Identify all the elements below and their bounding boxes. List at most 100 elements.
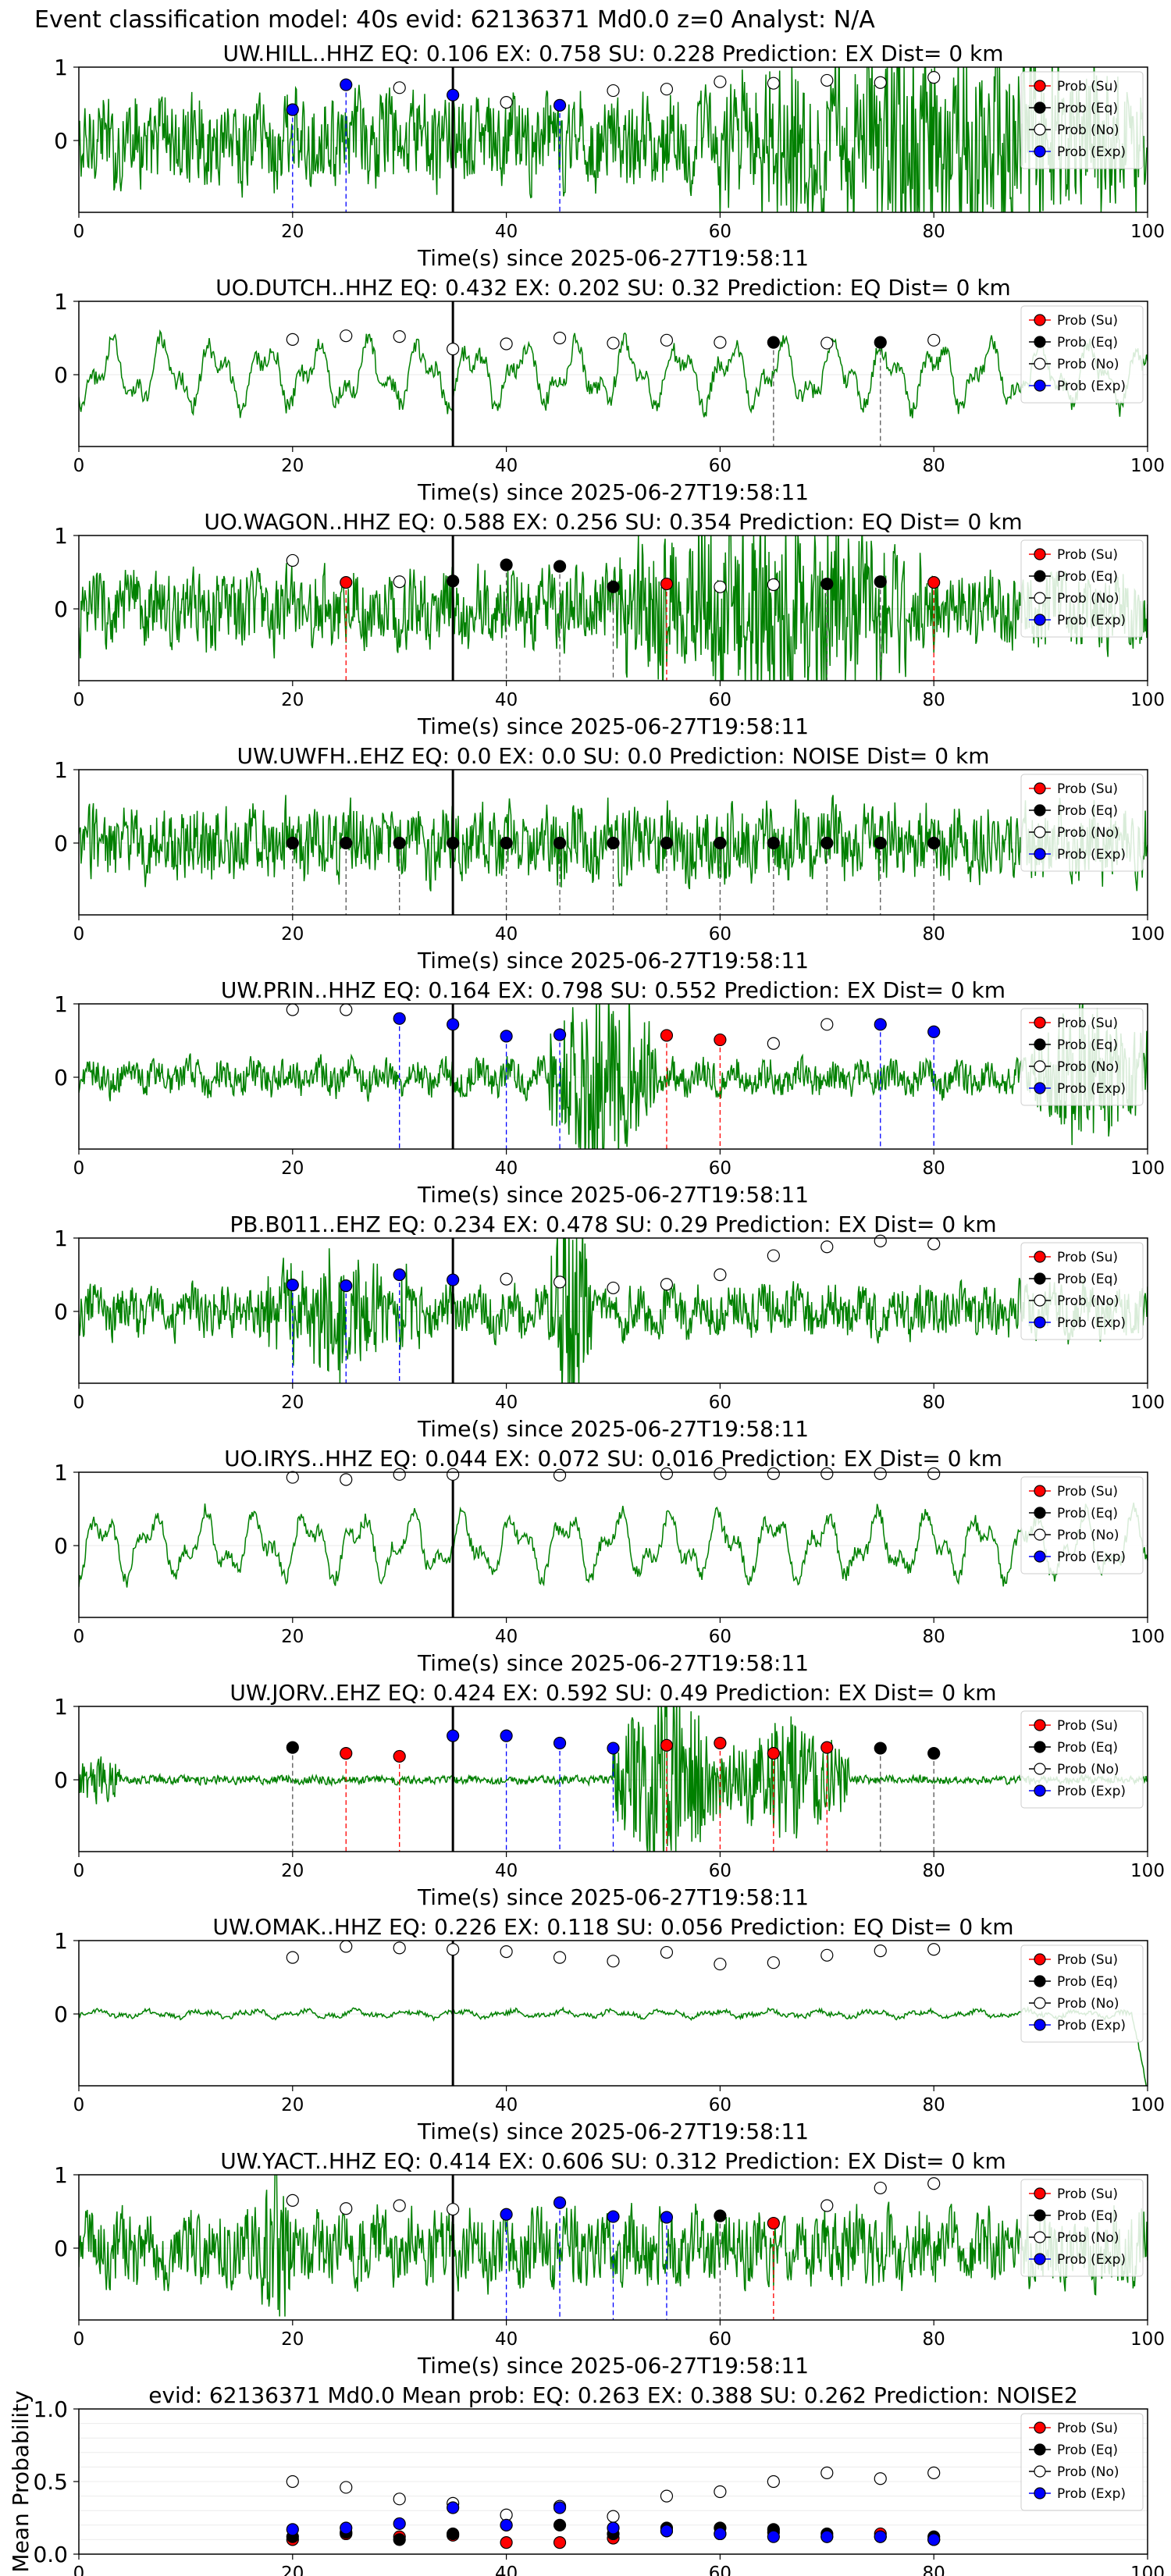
legend-label-eq: Prob (Eq) xyxy=(1057,1506,1118,1521)
x-tick-label: 0 xyxy=(73,1393,85,1413)
x-tick-label: 20 xyxy=(281,2095,304,2115)
mean-marker-no xyxy=(767,2475,780,2489)
x-tick-label: 80 xyxy=(923,222,945,242)
x-tick-label: 100 xyxy=(1130,2564,1165,2576)
prob-marker-exp xyxy=(286,103,299,116)
prob-marker-exp xyxy=(500,1030,513,1043)
mean-marker-eq xyxy=(553,2518,567,2532)
legend-marker-no xyxy=(1034,358,1046,370)
legend-label-no: Prob (No) xyxy=(1057,1528,1119,1543)
legend-box xyxy=(1020,1710,1144,1809)
station-panel-4: UW.PRIN..HHZ EQ: 0.164 EX: 0.798 SU: 0.5… xyxy=(54,977,1165,1208)
prob-marker-eq xyxy=(553,836,567,850)
x-tick-label: 60 xyxy=(709,2564,731,2576)
x-tick-label: 60 xyxy=(709,690,731,710)
legend-label-su: Prob (Su) xyxy=(1057,1250,1118,1265)
prob-marker-no xyxy=(340,1003,353,1016)
x-axis-label: Time(s) since 2025-06-27T19:58:11 xyxy=(417,713,809,739)
x-axis-label: Time(s) since 2025-06-27T19:58:11 xyxy=(417,479,809,505)
x-tick-label: 80 xyxy=(923,1861,945,1881)
waveform-trace xyxy=(79,2005,1147,2086)
waveform-group xyxy=(79,2175,1148,2320)
prob-marker-exp xyxy=(393,1268,406,1282)
prob-marker-exp xyxy=(553,1028,567,1041)
prob-marker-eq xyxy=(447,575,460,588)
x-tick-label: 0 xyxy=(73,1861,85,1881)
waveform-trace xyxy=(79,67,1148,212)
x-tick-label: 20 xyxy=(281,690,304,710)
station-panel-6: UO.IRYS..HHZ EQ: 0.044 EX: 0.072 SU: 0.0… xyxy=(54,1446,1165,1676)
mean-marker-su xyxy=(553,2536,567,2549)
legend-label-no: Prob (No) xyxy=(1057,1293,1119,1309)
x-tick-label: 60 xyxy=(709,2095,731,2115)
waveform-trace xyxy=(79,2175,1148,2317)
legend-label-eq: Prob (Eq) xyxy=(1057,569,1118,585)
mean-marker-exp xyxy=(927,2533,941,2546)
prob-marker-no xyxy=(286,2194,299,2207)
prob-marker-eq xyxy=(820,836,834,850)
y-tick-label: 0.5 xyxy=(33,2469,68,2495)
prob-marker-exp xyxy=(660,2211,674,2224)
x-tick-label: 20 xyxy=(281,222,304,242)
waveform-trace xyxy=(79,1004,1148,1149)
x-tick-label: 100 xyxy=(1130,2095,1165,2115)
prob-marker-no xyxy=(286,1951,299,1964)
x-tick-label: 60 xyxy=(709,924,731,945)
prob-marker-eq xyxy=(393,836,406,850)
x-tick-label: 40 xyxy=(495,1627,518,1647)
x-tick-label: 40 xyxy=(495,1393,518,1413)
prob-marker-su xyxy=(767,2216,780,2230)
x-tick-label: 0 xyxy=(73,924,85,945)
x-axis-label: Time(s) since 2025-06-27T19:58:11 xyxy=(417,948,809,973)
prob-marker-eq xyxy=(447,836,460,850)
legend-marker-exp xyxy=(1034,379,1046,392)
x-tick-label: 0 xyxy=(73,690,85,710)
prob-marker-no xyxy=(820,2199,834,2212)
x-tick-label: 100 xyxy=(1130,1393,1165,1413)
mean-marker-exp xyxy=(874,2530,887,2543)
x-tick-label: 40 xyxy=(495,456,518,476)
prob-marker-no xyxy=(553,1276,567,1289)
prob-marker-no xyxy=(820,1018,834,1031)
x-tick-label: 40 xyxy=(495,2564,518,2576)
prob-marker-no xyxy=(340,1473,353,1486)
x-axis-label: Time(s) since 2025-06-27T19:58:11 xyxy=(417,245,809,271)
x-tick-label: 80 xyxy=(923,924,945,945)
prob-marker-exp xyxy=(447,88,460,101)
prob-marker-eq xyxy=(874,336,887,349)
x-tick-label: 0 xyxy=(73,2564,85,2576)
legend-marker-su xyxy=(1034,1485,1046,1497)
legend-label-eq: Prob (Eq) xyxy=(1057,335,1118,350)
prob-marker-su xyxy=(340,1747,353,1760)
station-panel-2: UO.WAGON..HHZ EQ: 0.588 EX: 0.256 SU: 0.… xyxy=(54,509,1165,739)
station-panel-1: UO.DUTCH..HHZ EQ: 0.432 EX: 0.202 SU: 0.… xyxy=(54,275,1165,505)
mean-marker-eq xyxy=(447,2527,460,2541)
mean-marker-no xyxy=(286,2475,299,2489)
waveform-trace xyxy=(79,1502,1148,1588)
x-tick-label: 40 xyxy=(495,2095,518,2115)
prob-marker-eq xyxy=(286,1741,299,1754)
y-tick-label: 0 xyxy=(54,1065,68,1091)
prob-marker-exp xyxy=(340,78,353,91)
panel-title: UW.YACT..HHZ EQ: 0.414 EX: 0.606 SU: 0.3… xyxy=(220,2148,1006,2174)
prob-marker-no xyxy=(714,1268,727,1282)
axes-frame xyxy=(78,535,1148,681)
y-tick-label: 1 xyxy=(54,1460,68,1485)
prob-marker-eq xyxy=(660,836,674,850)
x-tick-label: 20 xyxy=(281,2329,304,2350)
prob-marker-su xyxy=(820,1741,834,1754)
prob-marker-no xyxy=(660,1467,674,1480)
prob-marker-no xyxy=(393,1468,406,1481)
prob-marker-exp xyxy=(447,1729,460,1742)
axes-frame xyxy=(78,1003,1148,1150)
x-tick-label: 40 xyxy=(495,924,518,945)
legend-box xyxy=(1020,2179,1144,2277)
prob-marker-exp xyxy=(607,2210,620,2223)
y-tick-label: 1 xyxy=(54,1226,68,1251)
waveform-group xyxy=(79,1238,1148,1383)
axes-frame xyxy=(78,1706,1148,1852)
x-tick-label: 0 xyxy=(73,456,85,476)
legend-label-su: Prob (Su) xyxy=(1057,1952,1118,1968)
legend-marker-su xyxy=(1034,2421,1046,2434)
legend-label-no: Prob (No) xyxy=(1057,591,1119,607)
